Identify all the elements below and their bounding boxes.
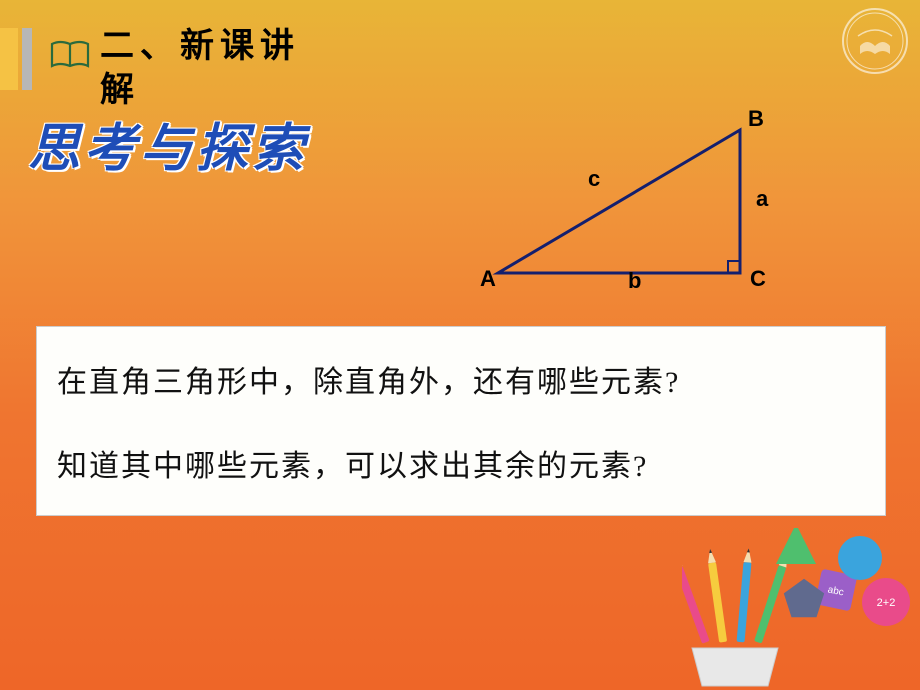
subtitle: 思考与探索	[28, 106, 308, 181]
vertex-label-c: C	[750, 266, 766, 292]
corner-illustration: abc2+2	[682, 528, 912, 688]
section-title: 二、新课讲 解	[100, 24, 360, 112]
question-2: 知道其中哪些元素，可以求出其余的元素?	[57, 439, 865, 495]
side-label-c: c	[588, 166, 600, 192]
question-1: 在直角三角形中，除直角外，还有哪些元素?	[57, 355, 865, 411]
question-box: 在直角三角形中，除直角外，还有哪些元素? 知道其中哪些元素，可以求出其余的元素?	[36, 326, 886, 516]
side-label-b: b	[628, 268, 641, 294]
slide: 二、新课讲 解 思考与探索 A B C a b c 在直角三角形中，除直角外，还…	[0, 0, 920, 690]
right-triangle-diagram: A B C a b c	[478, 108, 798, 298]
book-open-icon	[50, 38, 90, 77]
gray-bar	[22, 28, 32, 90]
gold-bar	[0, 28, 18, 90]
title-line-1: 二、新课讲	[100, 27, 300, 65]
vertex-label-a: A	[480, 266, 496, 292]
brand-logo-icon	[840, 6, 910, 76]
title-line-2: 解	[100, 71, 140, 109]
svg-text:2+2: 2+2	[877, 597, 896, 609]
header-accent-bars	[0, 28, 90, 90]
vertex-label-b: B	[748, 106, 764, 132]
side-label-a: a	[756, 186, 768, 212]
